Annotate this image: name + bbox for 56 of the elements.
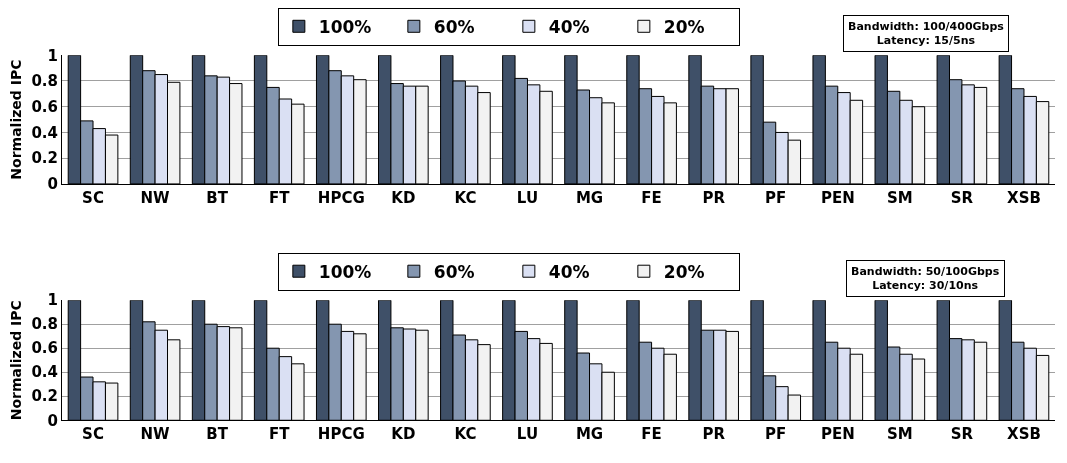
x-tick-label: MG <box>575 188 604 207</box>
legend-label: 40% <box>548 261 590 282</box>
x-tick-label: SM <box>886 425 913 444</box>
x-tick-label: KC <box>454 188 477 207</box>
x-tick-label: FE <box>641 188 662 207</box>
x-tick-label: XSB <box>1007 188 1041 207</box>
y-tick-label: 0.4 <box>31 363 58 382</box>
x-tick-label: LU <box>516 425 539 444</box>
x-tick-label: SC <box>82 188 104 207</box>
x-tick-label: KC <box>454 425 477 444</box>
y-tick-label: 1 <box>47 46 58 65</box>
x-tick-label: FT <box>268 188 291 207</box>
legend-label: 20% <box>663 261 705 282</box>
text: Bandwidth: 100/400Gbps Latency: 15/5ns <box>848 20 1005 48</box>
legend-label: 100% <box>318 261 372 282</box>
x-tick-label: HPCG <box>317 188 365 207</box>
x-tick-label: KD <box>391 188 416 207</box>
x-tick-label: BT <box>206 425 229 444</box>
y-tick-label: 1 <box>47 291 58 310</box>
y-axis-title: Normalized IPC <box>8 300 25 421</box>
x-tick-label: SC <box>82 425 104 444</box>
x-tick-label: KD <box>391 425 416 444</box>
x-tick-label: NW <box>140 188 171 207</box>
x-tick-label: PF <box>765 188 787 207</box>
text: Bandwidth: 50/100Gbps Latency: 30/10ns <box>851 265 1000 293</box>
legend-label: 40% <box>548 16 590 37</box>
x-tick-label: PR <box>702 188 726 207</box>
x-tick-label: FE <box>641 425 662 444</box>
x-tick-label: FT <box>268 425 291 444</box>
x-tick-label: BT <box>206 188 229 207</box>
y-tick-label: 0.8 <box>31 315 58 334</box>
y-tick-label: 0.6 <box>31 339 58 358</box>
y-tick-label: 0.8 <box>31 72 58 91</box>
x-tick-label: PF <box>765 425 787 444</box>
y-tick-label: 0.6 <box>31 97 58 116</box>
x-tick-label: PR <box>702 425 726 444</box>
x-tick-label: SR <box>950 425 974 444</box>
y-tick-label: 0.4 <box>31 123 58 142</box>
legend-label: 60% <box>433 261 475 282</box>
y-tick-label: 0 <box>47 411 58 430</box>
x-tick-label: LU <box>516 188 539 207</box>
x-tick-label: SM <box>886 188 913 207</box>
x-tick-label: PEN <box>820 425 855 444</box>
x-tick-label: PEN <box>820 188 855 207</box>
x-tick-label: SR <box>950 188 974 207</box>
x-tick-label: MG <box>575 425 604 444</box>
legend-label: 20% <box>663 16 705 37</box>
x-tick-label: NW <box>140 425 171 444</box>
y-tick-label: 0 <box>47 175 58 194</box>
legend-label: 100% <box>318 16 372 37</box>
x-tick-label: HPCG <box>317 425 365 444</box>
y-tick-label: 0.2 <box>31 387 58 406</box>
legend-label: 60% <box>433 16 475 37</box>
y-tick-label: 0.2 <box>31 149 58 168</box>
x-tick-label: XSB <box>1007 425 1041 444</box>
y-axis-title: Normalized IPC <box>8 59 25 180</box>
